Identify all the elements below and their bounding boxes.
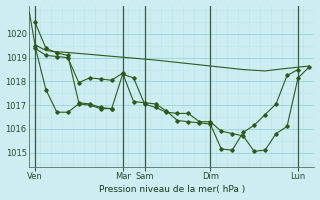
- X-axis label: Pression niveau de la mer( hPa ): Pression niveau de la mer( hPa ): [99, 185, 245, 194]
